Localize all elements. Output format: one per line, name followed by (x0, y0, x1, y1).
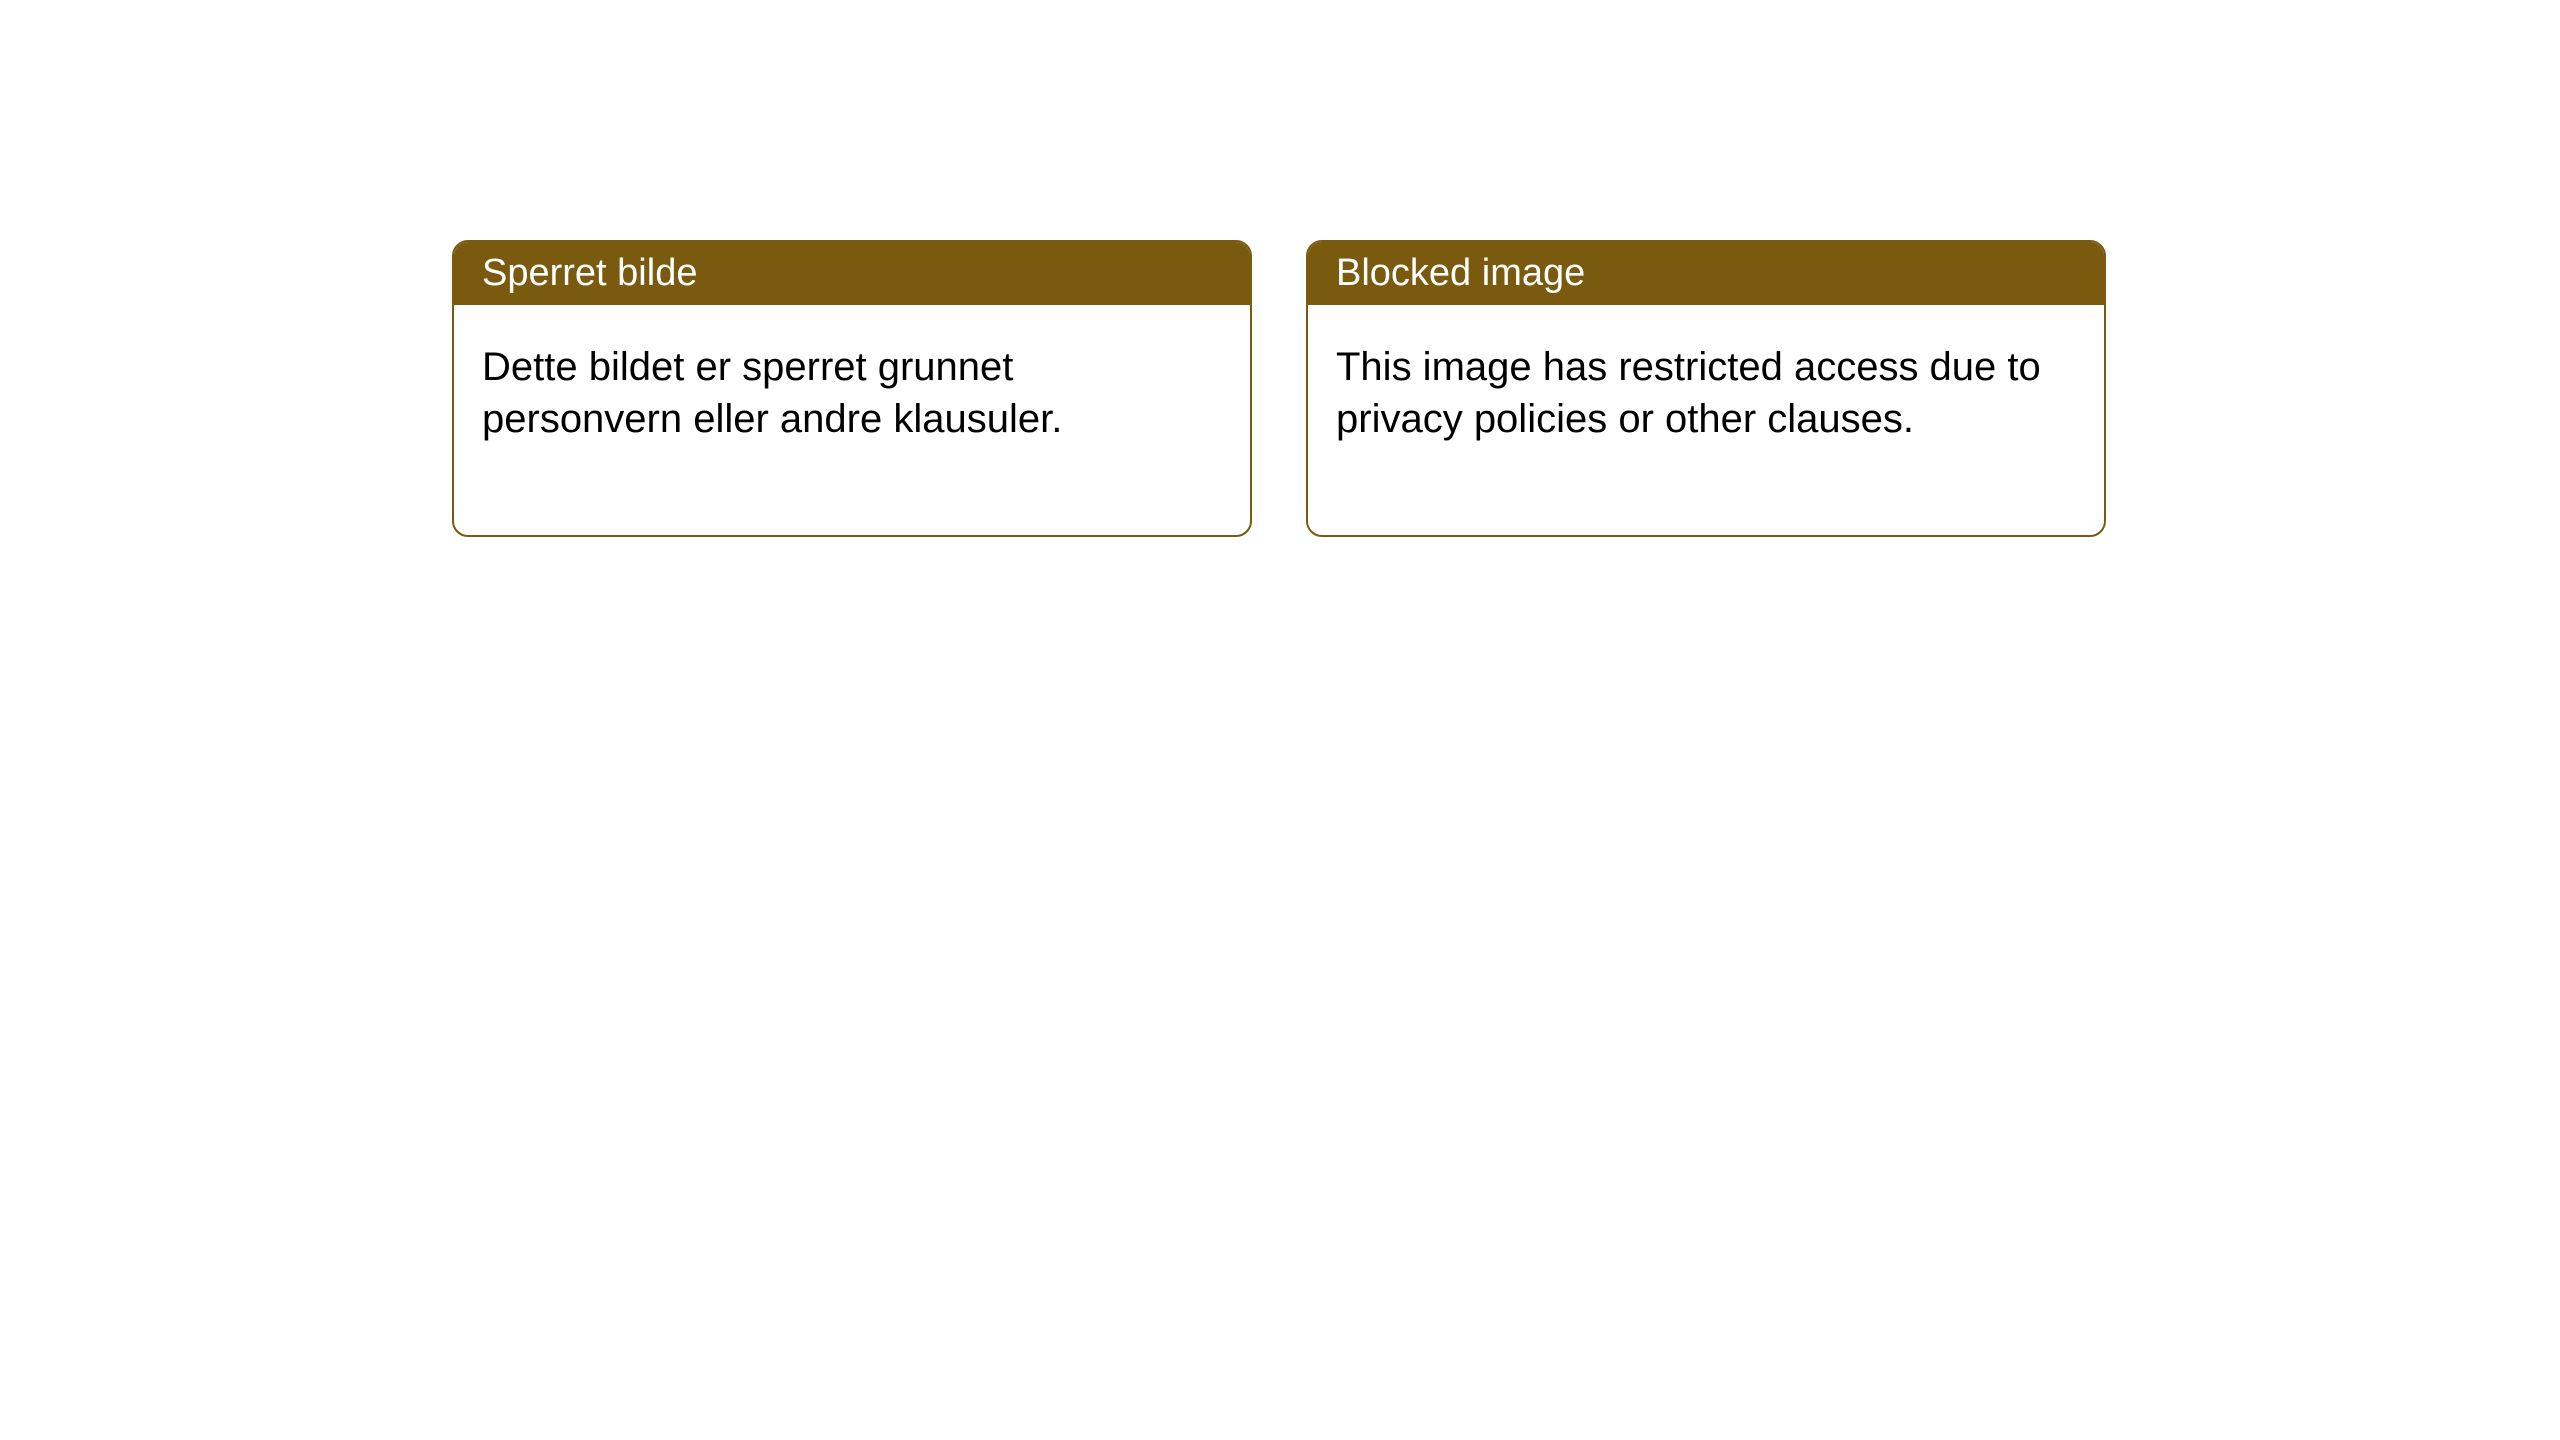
notice-title: Blocked image (1336, 252, 1585, 294)
notice-text: This image has restricted access due to … (1336, 345, 2041, 441)
notice-body: This image has restricted access due to … (1308, 305, 2104, 535)
notice-body: Dette bildet er sperret grunnet personve… (454, 305, 1250, 535)
notice-header: Blocked image (1308, 242, 2104, 305)
notice-text: Dette bildet er sperret grunnet personve… (482, 345, 1062, 441)
notice-card-english: Blocked image This image has restricted … (1306, 240, 2106, 537)
notice-card-norwegian: Sperret bilde Dette bildet er sperret gr… (452, 240, 1252, 537)
notice-header: Sperret bilde (454, 242, 1250, 305)
notice-title: Sperret bilde (482, 252, 697, 294)
notice-container: Sperret bilde Dette bildet er sperret gr… (452, 240, 2106, 537)
